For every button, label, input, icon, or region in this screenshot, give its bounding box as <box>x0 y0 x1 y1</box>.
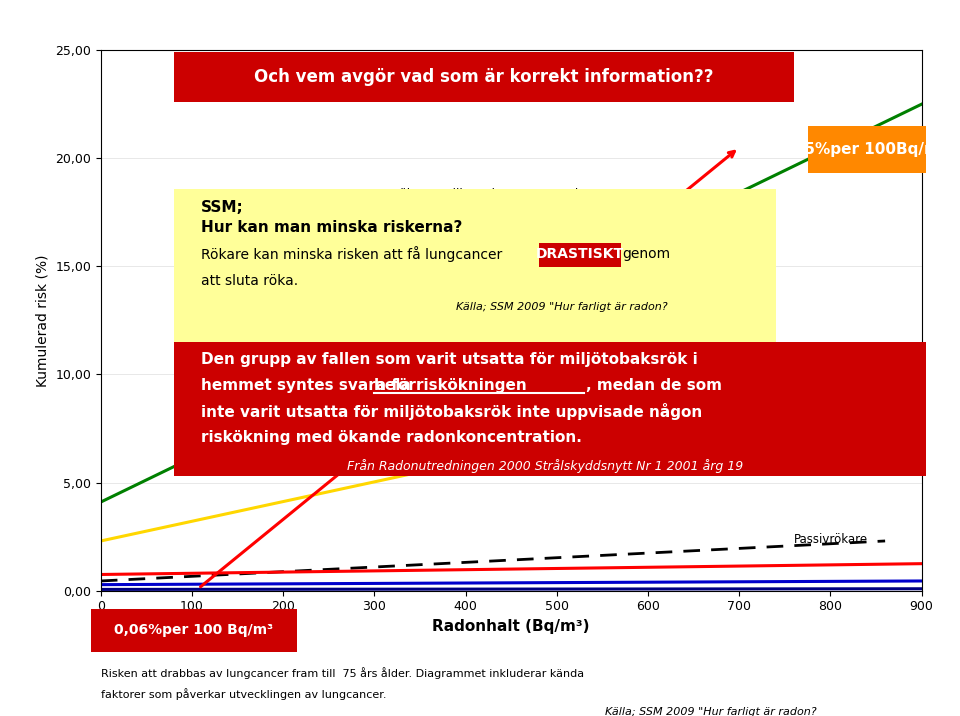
Text: Röker 15 till 24 cigaretter per dag: Röker 15 till 24 cigaretter per dag <box>393 188 593 201</box>
Text: SSM;: SSM; <box>202 200 244 216</box>
Text: hela riskökningen: hela riskökningen <box>374 378 527 393</box>
Text: faktorer som påverkar utvecklingen av lungcancer.: faktorer som påverkar utvecklingen av lu… <box>101 689 386 700</box>
Text: inte varit utsatta för miljötobaksrök inte uppvisade någon: inte varit utsatta för miljötobaksrök in… <box>202 402 703 420</box>
Text: Passivrökare: Passivrökare <box>794 533 868 546</box>
Text: Rökare kan minska risken att få lungcancer: Rökare kan minska risken att få lungcanc… <box>202 246 502 263</box>
Text: DRASTISKT: DRASTISKT <box>536 248 624 261</box>
Text: Hur kan man minska riskerna?: Hur kan man minska riskerna? <box>202 220 463 235</box>
Text: att sluta röka.: att sluta röka. <box>202 274 299 289</box>
Text: hemmet syntes svara för: hemmet syntes svara för <box>202 378 421 393</box>
Text: 2,5%per 100Bq/m³: 2,5%per 100Bq/m³ <box>788 142 947 157</box>
Y-axis label: Kumulerad risk (%): Kumulerad risk (%) <box>36 254 50 387</box>
Text: 0,06%per 100 Bq/m³: 0,06%per 100 Bq/m³ <box>114 623 274 637</box>
Text: Källa; SSM 2009 "Hur farligt är radon?: Källa; SSM 2009 "Hur farligt är radon? <box>605 707 816 716</box>
Text: Och vem avgör vad som är korrekt information??: Och vem avgör vad som är korrekt informa… <box>254 68 713 86</box>
Text: genom: genom <box>622 248 671 261</box>
Text: , medan de som: , medan de som <box>586 378 722 393</box>
Text: Från Radonutredningen 2000 Strålskyddsnytt Nr 1 2001 årg 19: Från Radonutredningen 2000 Strålskyddsny… <box>347 460 743 473</box>
Text: Källa; SSM 2009 "Hur farligt är radon?: Källa; SSM 2009 "Hur farligt är radon? <box>457 302 668 312</box>
Text: riskökning med ökande radonkoncentration.: riskökning med ökande radonkoncentration… <box>202 430 582 445</box>
X-axis label: Radonhalt (Bq/m³): Radonhalt (Bq/m³) <box>432 619 590 634</box>
Text: Den grupp av fallen som varit utsatta för miljötobaksrök i: Den grupp av fallen som varit utsatta fö… <box>202 352 698 367</box>
Text: Risken att drabbas av lungcancer fram till  75 års ålder. Diagrammet inkluderar : Risken att drabbas av lungcancer fram ti… <box>101 667 584 679</box>
